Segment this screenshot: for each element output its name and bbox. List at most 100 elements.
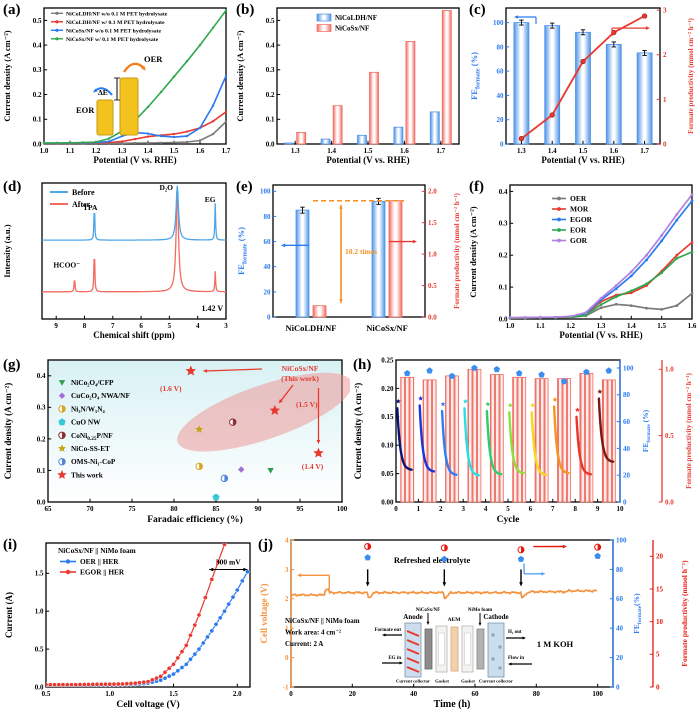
svg-text:20: 20 (623, 472, 631, 480)
svg-text:Time (h): Time (h) (434, 699, 471, 710)
svg-text:Current collector: Current collector (396, 679, 430, 684)
panel-j: 0 20 40 60 80 100 -1 0 1 2 3 4 Refreshed electrolyte… (255, 535, 700, 723)
svg-text:TPA: TPA (83, 203, 98, 212)
svg-text:0.05: 0.05 (381, 470, 394, 478)
panel-h-chart: 0 1 2 3 4 5 6 7 8 9 10 0.00 0.05 0.10 0.15 0.20 0.25 0 20 4… (353, 356, 693, 525)
svg-text:3: 3 (224, 322, 228, 330)
svg-text:NiCoSx/NF || NiMo foam: NiCoSx/NF || NiMo foam (285, 617, 360, 625)
svg-text:80: 80 (616, 566, 624, 574)
panel-c-chart: 0 20 40 60 80 100 1.3 1.4 1.5 1.6 1.7 0 1 2 3 Potential… (469, 7, 695, 165)
svg-text:D₂O: D₂O (159, 183, 173, 192)
svg-text:1.3: 1.3 (118, 147, 127, 155)
svg-text:Potential (V vs. RHE): Potential (V vs. RHE) (326, 155, 409, 165)
svg-text:6: 6 (139, 322, 143, 330)
svg-text:1.4: 1.4 (627, 322, 636, 330)
svg-text:4: 4 (196, 322, 200, 330)
svg-text:Current density (A cm⁻²): Current density (A cm⁻²) (468, 206, 478, 297)
svg-text:7: 7 (111, 322, 115, 330)
svg-text:9: 9 (54, 322, 58, 330)
svg-text:1.42 V: 1.42 V (202, 304, 224, 313)
svg-text:0.0: 0.0 (37, 498, 46, 506)
svg-text:0: 0 (285, 654, 289, 662)
svg-text:Current density (A cm⁻²): Current density (A cm⁻²) (353, 383, 363, 480)
svg-text:5: 5 (168, 322, 172, 330)
svg-text:Faradaic efficiency (%): Faradaic efficiency (%) (147, 514, 243, 525)
svg-text:OER || HER: OER || HER (80, 557, 119, 566)
svg-text:NiMo foam: NiMo foam (468, 608, 493, 613)
svg-text:0.0: 0.0 (428, 313, 437, 321)
svg-text:Refreshed electrolyte: Refreshed electrolyte (394, 555, 471, 565)
svg-text:9: 9 (596, 505, 600, 513)
svg-text:60: 60 (623, 418, 631, 426)
svg-text:0.5: 0.5 (42, 690, 51, 698)
panel-f-chart: 1.0 1.1 1.2 1.3 1.4 1.5 1.6 0.0 0.1 0.2 0.3 0.4 OER M… (468, 184, 697, 340)
svg-text:Cycle: Cycle (497, 515, 520, 525)
svg-text:20: 20 (264, 288, 272, 296)
svg-text:FEformate​ (%): FEformate​ (%) (641, 409, 652, 452)
svg-text:NiCoSx/NF: NiCoSx/NF (335, 25, 369, 33)
svg-text:7: 7 (551, 505, 555, 513)
svg-text:EG: EG (205, 195, 216, 204)
svg-text:0: 0 (663, 140, 667, 148)
panel-j-label: (j) (258, 537, 273, 553)
svg-text:Cell voltage (V): Cell voltage (V) (259, 584, 269, 644)
svg-text:Current density (A cm⁻²): Current density (A cm⁻²) (2, 30, 12, 121)
svg-text:40: 40 (497, 92, 505, 100)
svg-text:0.5: 0.5 (33, 17, 42, 25)
svg-text:Current density (A cm⁻²): Current density (A cm⁻²) (235, 30, 245, 121)
svg-text:0.0: 0.0 (499, 315, 508, 323)
svg-text:GOR: GOR (570, 236, 588, 245)
svg-text:1.7: 1.7 (436, 147, 445, 155)
svg-text:EG in: EG in (388, 656, 401, 661)
svg-text:40: 40 (616, 625, 624, 633)
svg-text:ΔE: ΔE (98, 88, 108, 97)
svg-text:90: 90 (255, 505, 263, 513)
svg-text:0.4: 0.4 (499, 188, 508, 196)
panel-b-label: (b) (236, 2, 255, 18)
panel-e: 0 20 40 60 80 100 NiCoLDH/NF NiCoSx/NF 10.2 time… (233, 177, 466, 355)
svg-text:15: 15 (656, 585, 664, 593)
svg-text:0.15: 0.15 (381, 413, 394, 421)
svg-text:Formate productivity (mmol cm⁻: Formate productivity (mmol cm⁻² h⁻¹) (687, 18, 695, 134)
svg-text:CoNi0.25​P/NF: CoNi0.25​P/NF (71, 431, 113, 442)
svg-text:EOR: EOR (76, 105, 95, 115)
svg-text:8: 8 (573, 505, 577, 513)
svg-text:Ni₃N/W₅N₄: Ni₃N/W₅N₄ (71, 404, 106, 413)
panel-f: 1.0 1.1 1.2 1.3 1.4 1.5 1.6 0.0 0.1 0.2 0.3 0.4 OER M… (466, 177, 700, 355)
svg-text:40: 40 (623, 445, 631, 453)
svg-text:1.1: 1.1 (536, 322, 545, 330)
svg-text:NiCoLDH/NF w/o 0.1 M PET hydro: NiCoLDH/NF w/o 0.1 M PET hydrolysate (66, 12, 168, 18)
svg-text:5: 5 (656, 651, 660, 659)
svg-text:1: 1 (285, 625, 289, 633)
svg-text:1.1: 1.1 (66, 147, 75, 155)
svg-text:Formate productivity (mmol cm⁻: Formate productivity (mmol cm⁻² h⁻¹) (685, 373, 693, 489)
svg-text:0.2: 0.2 (33, 91, 42, 99)
svg-text:This work: This work (71, 470, 104, 479)
svg-text:Cell voltage (V): Cell voltage (V) (116, 699, 179, 710)
svg-text:Potential (V vs. RHE): Potential (V vs. RHE) (541, 155, 624, 165)
svg-text:1.6: 1.6 (609, 147, 618, 155)
svg-text:0: 0 (394, 505, 398, 513)
svg-text:100: 100 (337, 505, 348, 513)
svg-text:1.0: 1.0 (506, 322, 515, 330)
svg-text:2: 2 (285, 595, 289, 603)
panel-g: 65 70 75 80 85 90 95 100 0.0 0.1 0.2 0.3 0.4 NiCo₂O₄/… (0, 355, 350, 535)
svg-text:1: 1 (663, 96, 667, 104)
svg-text:1.5: 1.5 (364, 147, 373, 155)
svg-text:80: 80 (264, 213, 272, 221)
svg-text:AEM: AEM (448, 617, 462, 623)
svg-text:2.0: 2.0 (233, 690, 242, 698)
svg-text:1.5: 1.5 (657, 322, 666, 330)
svg-text:0.5: 0.5 (428, 282, 437, 290)
svg-text:0.3: 0.3 (266, 66, 275, 74)
svg-text:100: 100 (493, 19, 504, 27)
svg-text:FEformate​(%): FEformate​(%) (632, 593, 643, 634)
svg-text:3: 3 (663, 7, 667, 15)
svg-text:0.2: 0.2 (499, 252, 508, 260)
svg-text:Chemical shift (ppm): Chemical shift (ppm) (93, 330, 175, 340)
panel-g-chart: 65 70 75 80 85 90 95 100 0.0 0.1 0.2 0.3 0.4 NiCo₂O₄/… (3, 359, 350, 525)
svg-text:After: After (72, 200, 91, 209)
svg-text:(1.5 V): (1.5 V) (296, 400, 318, 409)
svg-text:NiCoLDH/NF w/ 0.1 M PET hydrol: NiCoLDH/NF w/ 0.1 M PET hydrolysate (66, 20, 165, 26)
